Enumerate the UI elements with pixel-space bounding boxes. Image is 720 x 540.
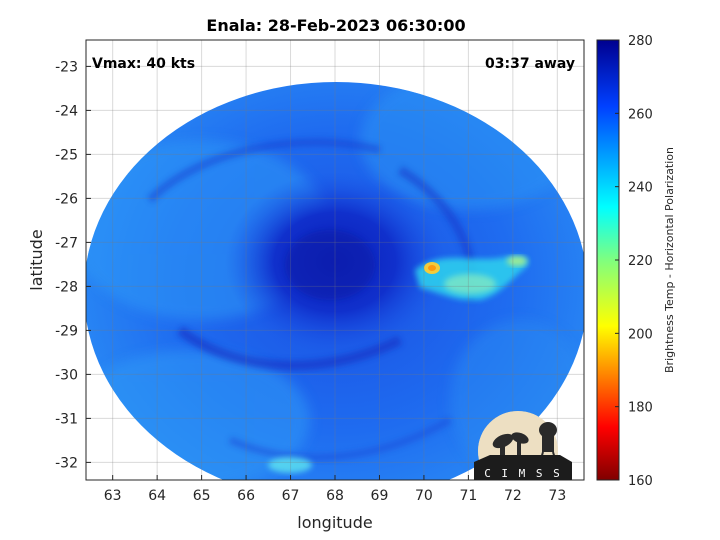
colorbar-tick-label: 160 <box>628 474 653 489</box>
colorbar-tick-label: 260 <box>628 107 653 122</box>
y-tick-label: -31 <box>55 411 78 427</box>
colorbar-tick-label: 200 <box>628 327 653 342</box>
colorbar-ticks: 160 180 200 220 240 260 280 <box>615 34 653 489</box>
x-axis-label: longitude <box>297 513 372 532</box>
x-tick-label: 71 <box>459 488 477 504</box>
plot-title: Enala: 28-Feb-2023 06:30:00 <box>206 16 465 35</box>
cimss-logo: C I M S S <box>474 411 572 480</box>
x-tick-label: 63 <box>104 488 122 504</box>
grid-lines <box>86 40 584 480</box>
y-tick-label: -23 <box>55 59 78 75</box>
cimss-logo-text: C I M S S <box>484 467 562 480</box>
colorbar-tick-label: 280 <box>628 34 653 49</box>
map-axes: 63 64 65 66 67 68 69 70 71 72 73 -23-24-25-26-27-2… <box>55 39 585 504</box>
colorbar: 160 180 200 220 240 260 280 Brightness Temp - … <box>596 34 676 489</box>
y-tick-label: -32 <box>55 455 78 471</box>
x-tick-label: 67 <box>282 488 300 504</box>
y-tick-label: -30 <box>55 367 78 383</box>
y-tick-label: -29 <box>55 323 78 339</box>
x-tick-label: 69 <box>371 488 389 504</box>
colorbar-tick-label: 240 <box>628 181 653 196</box>
vmax-label: Vmax: 40 kts <box>92 56 195 72</box>
x-tick-label: 73 <box>548 488 566 504</box>
y-tick-label: -26 <box>55 191 78 207</box>
x-tick-label: 64 <box>148 488 166 504</box>
y-tick-label: -25 <box>55 147 78 163</box>
colorbar-label: Brightness Temp - Horizontal Polarizatio… <box>663 147 676 373</box>
y-tick-label: -27 <box>55 235 78 251</box>
x-tick-label: 70 <box>415 488 433 504</box>
colorbar-tick-label: 220 <box>628 254 653 269</box>
x-tick-label: 72 <box>504 488 522 504</box>
y-axis-ticks: -23 -24 -25 -26 -27 -28 -29 -30 -31 -32 <box>55 59 91 471</box>
x-tick-label: 66 <box>237 488 255 504</box>
colorbar-tick-label: 180 <box>628 401 653 416</box>
x-axis-ticks: 63 64 65 66 67 68 69 70 71 72 73 <box>104 475 566 504</box>
y-axis-label: latitude <box>27 229 46 290</box>
y-tick-label: -28 <box>55 279 78 295</box>
y-tick-label: -24 <box>55 103 78 119</box>
x-tick-label: 68 <box>326 488 344 504</box>
x-tick-label: 65 <box>193 488 211 504</box>
time-away-label: 03:37 away <box>485 56 575 72</box>
